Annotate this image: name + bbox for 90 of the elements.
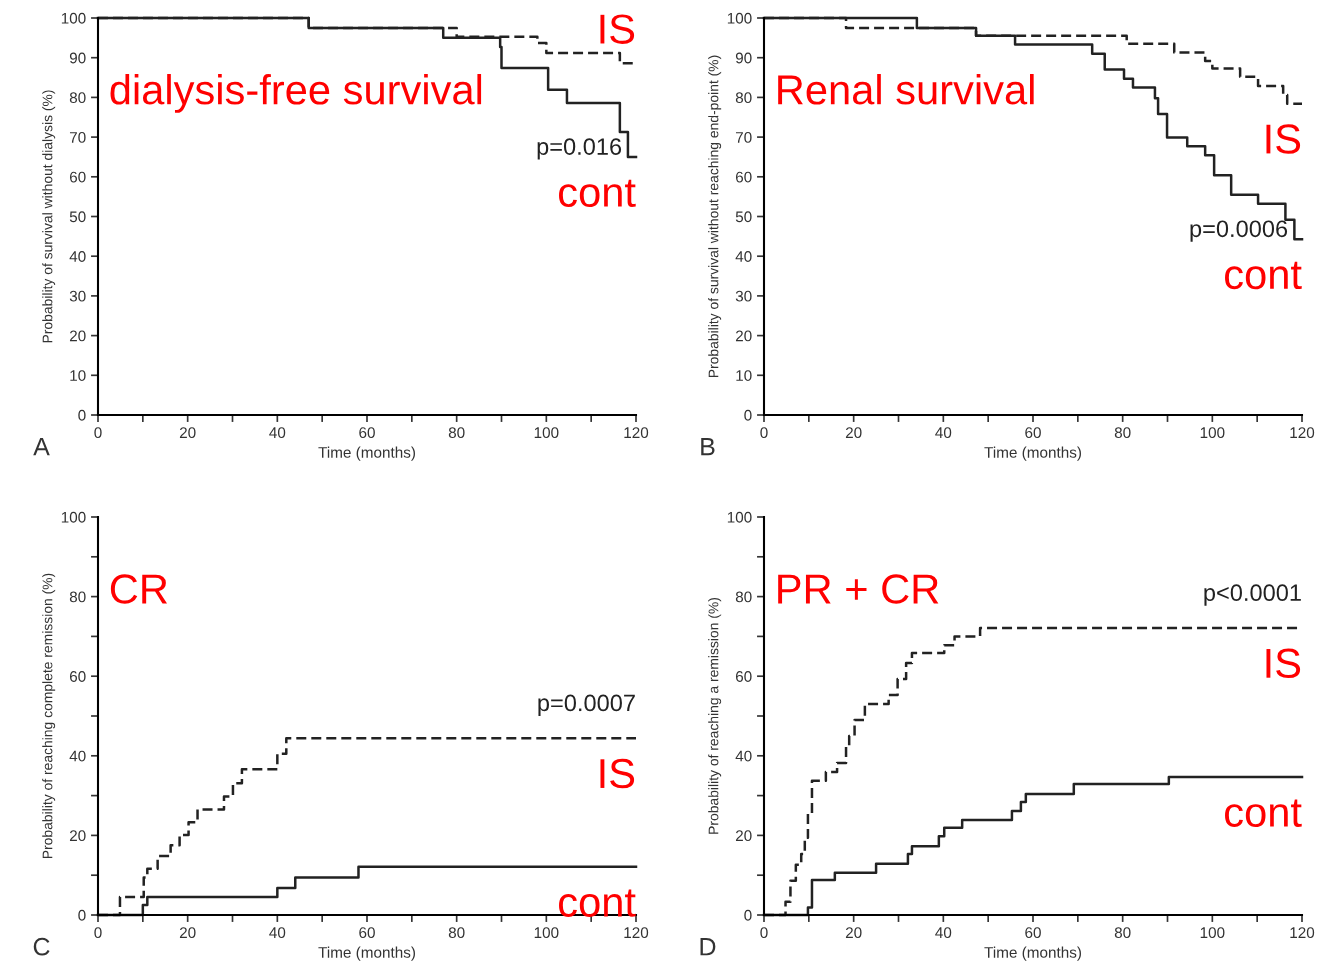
- text: A: [33, 438, 50, 456]
- y-tick-label: 60: [735, 671, 752, 682]
- y-tick-label: 30: [735, 290, 752, 302]
- x-tick-label: 40: [935, 427, 952, 439]
- text: C: [33, 937, 50, 956]
- y-tick-label: 40: [69, 251, 86, 262]
- x-tick-label: 20: [179, 427, 196, 439]
- y-tick-label: 100: [727, 12, 752, 24]
- y-tick-label: 70: [69, 131, 86, 143]
- x-tick-label: 80: [1114, 927, 1131, 939]
- x-tick-label: 0: [760, 927, 768, 939]
- series-label: IS: [1266, 648, 1301, 679]
- x-axis-title: Time (months): [984, 446, 1081, 461]
- x-tick-label: 60: [1025, 427, 1041, 439]
- y-tick-label: 50: [69, 211, 86, 223]
- series-label: IS: [600, 14, 635, 44]
- y-axis-title: Probability of survival without dialysis (%): [42, 90, 56, 343]
- text: B: [701, 438, 715, 456]
- series-label: cont: [1225, 261, 1302, 290]
- y-tick-label: 100: [61, 511, 86, 523]
- y-tick-label: 100: [727, 511, 752, 523]
- text: dialysis-free survival: [110, 74, 482, 113]
- series-label: IS: [600, 758, 635, 789]
- y-tick-label: 90: [69, 52, 86, 64]
- y-tick-label: 20: [735, 830, 752, 842]
- x-tick-label: 120: [624, 427, 649, 439]
- x-tick-label: 100: [534, 427, 559, 439]
- y-tick-label: 40: [735, 750, 752, 762]
- x-tick-label: 60: [359, 427, 375, 439]
- text: D: [700, 938, 716, 956]
- text: PR + CR: [778, 574, 939, 604]
- x-tick-label: 20: [845, 927, 862, 939]
- x-axis-title: Time (months): [318, 946, 415, 961]
- y-tick-label: 10: [70, 370, 86, 381]
- y-tick-label: 0: [78, 909, 86, 921]
- series-label: IS: [1266, 124, 1301, 154]
- series-label: cont: [559, 179, 636, 208]
- y-tick-label: 20: [735, 330, 752, 342]
- y-tick-label: 20: [69, 830, 86, 842]
- y-tick-label: 10: [736, 370, 752, 381]
- annotation: p=0.016: [537, 138, 622, 160]
- y-axis-title: Probability of reaching a remission (%): [708, 597, 722, 834]
- y-tick-label: 0: [744, 409, 752, 421]
- series-label: cont: [559, 889, 636, 917]
- y-axis-title: Probability of reaching complete remission (%): [42, 573, 56, 859]
- x-axis-title: Time (months): [984, 946, 1081, 961]
- x-axis-title: Time (months): [318, 446, 415, 461]
- x-tick-label: 80: [448, 427, 465, 439]
- y-tick-label: 80: [69, 92, 86, 104]
- y-tick-label: 80: [735, 92, 752, 104]
- y-tick-label: 40: [735, 251, 752, 262]
- x-tick-label: 40: [269, 927, 286, 939]
- x-tick-label: 0: [760, 427, 768, 439]
- x-tick-label: 100: [534, 927, 559, 939]
- x-tick-label: 100: [1200, 927, 1225, 939]
- x-tick-label: 40: [935, 927, 952, 939]
- y-tick-label: 60: [69, 671, 86, 682]
- x-tick-label: 80: [448, 927, 465, 939]
- annotation: p=0.0007: [538, 694, 635, 716]
- y-tick-label: 60: [735, 171, 752, 183]
- y-tick-label: 50: [735, 211, 752, 223]
- x-tick-label: 120: [624, 927, 649, 939]
- y-tick-label: 0: [78, 409, 86, 421]
- y-axis-title: Probability of survival without reaching end-point (%): [708, 55, 722, 378]
- y-tick-label: 90: [735, 52, 752, 64]
- x-tick-label: 100: [1200, 427, 1225, 439]
- y-tick-label: 60: [69, 171, 86, 183]
- x-tick-label: 120: [1290, 427, 1315, 439]
- x-tick-label: 20: [179, 927, 196, 939]
- annotation: p=0.0006: [1190, 220, 1288, 242]
- x-tick-label: 20: [845, 427, 862, 439]
- annotation: p<0.0001: [1204, 584, 1301, 606]
- text: CR: [110, 574, 168, 604]
- y-tick-label: 0: [744, 909, 752, 921]
- y-tick-label: 70: [735, 131, 752, 143]
- y-tick-label: 40: [69, 750, 86, 762]
- text: Renal survival: [778, 74, 1034, 105]
- y-tick-label: 80: [735, 591, 752, 603]
- x-tick-label: 60: [359, 927, 375, 939]
- x-tick-label: 80: [1114, 427, 1131, 439]
- x-tick-label: 120: [1290, 927, 1315, 939]
- y-tick-label: 30: [69, 290, 86, 302]
- x-tick-label: 0: [94, 927, 102, 939]
- series-label: cont: [1225, 799, 1302, 827]
- y-tick-label: 100: [61, 12, 86, 24]
- x-tick-label: 0: [94, 427, 102, 439]
- y-tick-label: 20: [69, 330, 86, 342]
- y-tick-label: 80: [69, 591, 86, 603]
- x-tick-label: 60: [1025, 927, 1041, 939]
- x-tick-label: 40: [269, 427, 286, 439]
